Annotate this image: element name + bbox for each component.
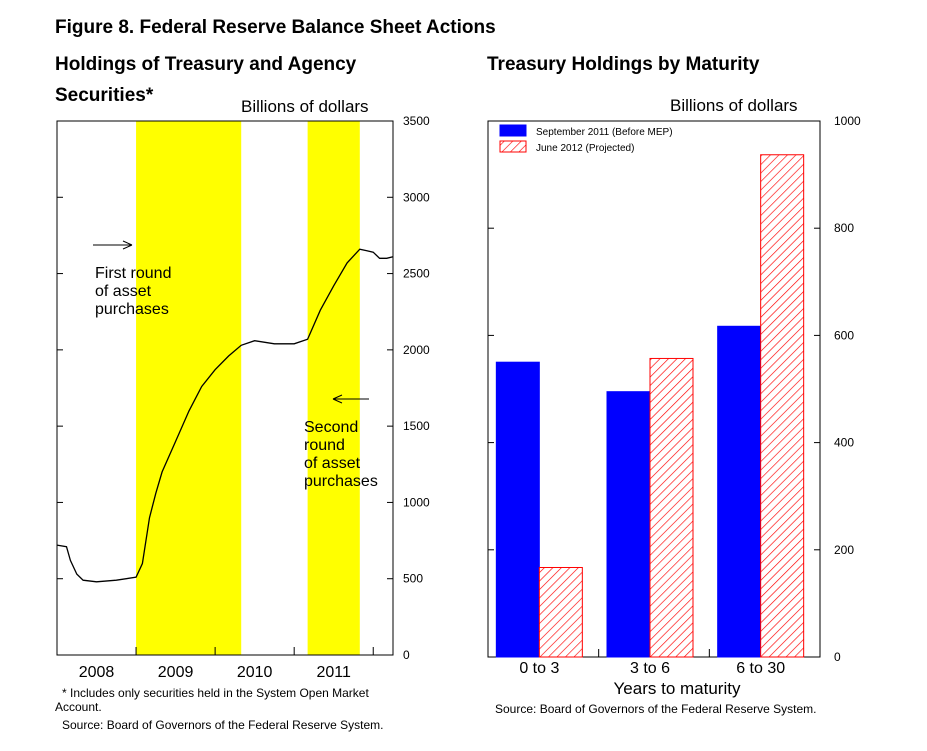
left-ytick-label: 2500 — [403, 267, 430, 281]
bar-sep2011-1 — [495, 361, 540, 658]
left-chart-title-line1: Holdings of Treasury and Agency — [55, 54, 357, 75]
legend-label-sep2011: September 2011 (Before MEP) — [536, 127, 673, 138]
first-round-label: purchases — [95, 301, 169, 318]
right-ytick-label: 800 — [834, 221, 854, 235]
right-source: Source: Board of Governors of the Federa… — [495, 702, 817, 716]
legend-swatch-sep2011 — [499, 124, 527, 137]
bar-jun2012-3 — [760, 154, 805, 658]
second-round-label: Second — [304, 419, 358, 436]
right-xtick-label: 6 to 30 — [736, 660, 785, 677]
left-footnote-line2: Account. — [55, 700, 102, 714]
first-round-arrow-head — [122, 240, 133, 250]
left-line-chart: 0 500 1000 1500 2000 2500 3000 3500 2008 2009 2010… — [56, 114, 430, 681]
bar-sep2011-2 — [606, 391, 651, 658]
legend-label-jun2012: June 2012 (Projected) — [536, 143, 634, 154]
right-ytick-label: 0 — [834, 650, 841, 664]
first-round-label: First round — [95, 265, 171, 282]
right-xtick-label: 0 to 3 — [519, 660, 559, 677]
shaded-period-1 — [136, 121, 242, 655]
second-round-label: of asset — [304, 455, 361, 472]
first-round-label: of asset — [95, 283, 152, 300]
left-plot-frame — [56, 120, 394, 656]
right-ytick-label: 1000 — [834, 114, 861, 128]
right-xaxis-label: Years to maturity — [614, 679, 741, 698]
left-xtick-label: 2008 — [79, 664, 115, 681]
figure-title: Figure 8. Federal Reserve Balance Sheet … — [55, 17, 496, 38]
right-ytick-label: 200 — [834, 543, 854, 557]
bar-jun2012-2 — [649, 357, 694, 658]
bar-sep2011-3 — [717, 325, 762, 658]
left-xtick-label: 2011 — [317, 664, 352, 681]
right-ytick-label: 600 — [834, 328, 854, 342]
left-footnote-line1: * Includes only securities held in the S… — [62, 686, 369, 700]
right-chart-units: Billions of dollars — [670, 96, 798, 115]
left-ytick-label: 500 — [403, 572, 423, 586]
left-xtick-label: 2009 — [158, 664, 194, 681]
left-ytick-label: 3000 — [403, 190, 430, 204]
second-round-label: purchases — [304, 473, 378, 490]
second-round-arrow-head — [332, 394, 343, 404]
left-ytick-label: 2000 — [403, 343, 430, 357]
second-round-label: round — [304, 437, 345, 454]
left-xtick-label: 2010 — [237, 664, 273, 681]
bar-jun2012-1 — [538, 566, 583, 658]
right-bar-chart: 0 200 400 600 800 1000 0 to 3 3 to 6 6 to 30 Year… — [487, 114, 861, 698]
left-chart-units: Billions of dollars — [241, 97, 369, 116]
left-ytick-label: 1000 — [403, 495, 430, 509]
right-chart-title: Treasury Holdings by Maturity — [487, 54, 760, 75]
left-chart-title-line2: Securities* — [55, 85, 154, 106]
left-ytick-label: 3500 — [403, 114, 430, 128]
shaded-period-2 — [307, 121, 360, 655]
left-ytick-label: 1500 — [403, 419, 430, 433]
right-ytick-label: 400 — [834, 436, 854, 450]
holdings-line — [56, 248, 394, 583]
legend-swatch-jun2012 — [499, 140, 527, 153]
left-source: Source: Board of Governors of the Federa… — [62, 718, 384, 732]
left-ytick-label: 0 — [403, 648, 410, 662]
right-xtick-label: 3 to 6 — [630, 660, 670, 677]
